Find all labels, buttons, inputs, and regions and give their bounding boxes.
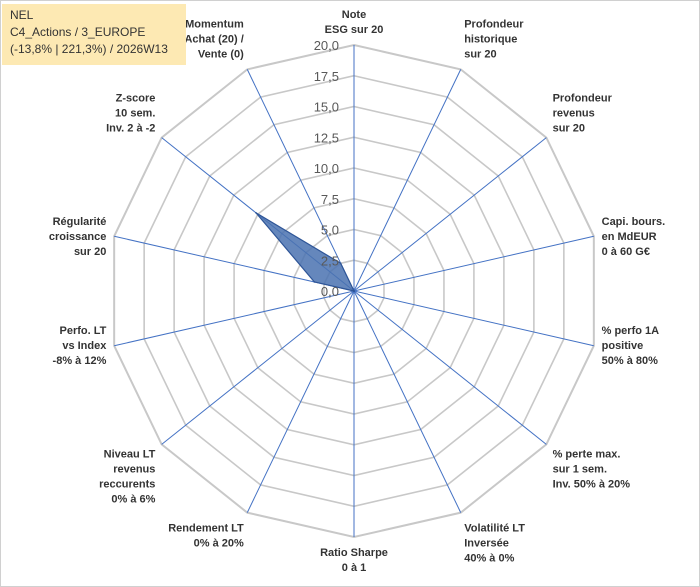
axis-label-line: Profondeur — [553, 93, 613, 105]
axis-label-line: positive — [602, 340, 644, 352]
axis-label-line: ESG sur 20 — [325, 24, 384, 36]
axis-spoke — [114, 290, 355, 347]
axis-label: Perfo. LT vs Index -8% à 12% — [53, 325, 108, 367]
axis-label-line: Volatilité LT — [464, 523, 525, 535]
axis-spoke — [353, 69, 462, 292]
axis-label-line: Niveau LT — [104, 448, 156, 460]
axis-label: Momentum Achat (20) / Vente (0) — [184, 18, 244, 60]
axis-label-line: Ratio Sharpe — [320, 547, 388, 559]
axis-spoke — [161, 290, 355, 445]
radial-tick-labels: 0,0 2,5 5,0 7,5 10,0 12,5 15,0 17,5 20,0 — [314, 38, 339, 299]
axis-label: Profondeur revenus sur 20 — [553, 93, 613, 135]
axis-label: % perte max. sur 1 sem. Inv. 50% à 20% — [553, 448, 631, 490]
axis-label-line: Achat (20) / — [184, 33, 243, 45]
title-line-performance: (-13,8% | 221,3%) / 2026W13 — [10, 42, 168, 56]
tick-label: 12,5 — [314, 130, 339, 145]
tick-label: 0,0 — [321, 284, 339, 299]
axis-label-line: Rendement LT — [168, 523, 244, 535]
axis-label-line: historique — [464, 33, 517, 45]
axis-label-line: sur 20 — [553, 123, 585, 135]
title-line-category: C4_Actions / 3_EUROPE — [10, 25, 146, 39]
axis-labels: Note ESG sur 20 Profondeur historique sur 20… — [49, 9, 665, 574]
tick-label: 17,5 — [314, 69, 339, 84]
axis-label-line: Z-score — [116, 93, 156, 105]
axis-label-line: 50% à 80% — [602, 355, 658, 367]
axis-label-line: Vente (0) — [198, 48, 244, 60]
tick-label: 2,5 — [321, 253, 339, 268]
axis-label: Z-score 10 sem. Inv. 2 à -2 — [106, 93, 155, 135]
data-point — [255, 211, 257, 214]
axis-label-line: Note — [342, 9, 366, 21]
axis-label: % perfo 1A positive 50% à 80% — [602, 325, 660, 367]
axis-label-line: 0% à 20% — [194, 538, 244, 550]
data-point — [339, 262, 342, 265]
tick-label: 7,5 — [321, 192, 339, 207]
axis-spoke — [353, 235, 594, 292]
axis-label: Rendement LT 0% à 20% — [168, 523, 244, 550]
axis-spoke — [246, 290, 355, 513]
data-point — [353, 290, 355, 292]
title-line-ticker: NEL — [10, 8, 34, 22]
axis-label-line: Régularité — [53, 216, 107, 228]
axis-label: Régularité croissance sur 20 — [49, 216, 106, 258]
tick-label: 15,0 — [314, 100, 339, 115]
axis-label-line: -8% à 12% — [53, 355, 107, 367]
axis-label: Note ESG sur 20 — [325, 9, 384, 36]
axis-label-line: % perfo 1A — [602, 325, 660, 337]
axis-label: Ratio Sharpe 0 à 1 — [320, 547, 388, 574]
axis-spoke — [246, 69, 355, 292]
axis-label-line: revenus — [553, 108, 595, 120]
axis-label-line: Inv. 2 à -2 — [106, 123, 155, 135]
axis-label-line: Momentum — [185, 18, 244, 30]
axis-spoke — [353, 290, 594, 347]
axis-label-line: Inversée — [464, 538, 509, 550]
data-point — [313, 281, 316, 283]
axis-label-line: 0 à 60 G€ — [602, 246, 650, 258]
axis-label: Capi. bours. en MdEUR 0 à 60 G€ — [602, 216, 666, 258]
radar-series — [255, 211, 355, 292]
axis-label-line: Inv. 50% à 20% — [553, 478, 631, 490]
chart-title-box: NEL C4_Actions / 3_EUROPE (-13,8% | 221,… — [2, 4, 186, 65]
axis-label-line: revenus — [113, 463, 155, 475]
axis-label: Profondeur historique sur 20 — [464, 18, 524, 60]
axis-label-line: sur 20 — [464, 48, 496, 60]
axis-label-line: Capi. bours. — [602, 216, 666, 228]
axis-label-line: en MdEUR — [602, 231, 657, 243]
axis-label-line: 40% à 0% — [464, 553, 514, 565]
tick-label: 20,0 — [314, 38, 339, 53]
axis-label-line: 0% à 6% — [111, 493, 155, 505]
axis-spoke — [353, 290, 547, 445]
axis-label: Niveau LT revenus reccurents 0% à 6% — [99, 448, 156, 505]
axis-label-line: reccurents — [99, 478, 155, 490]
axis-label-line: sur 1 sem. — [553, 463, 607, 475]
axis-label-line: sur 20 — [74, 246, 106, 258]
tick-label: 10,0 — [314, 161, 339, 176]
series-area — [255, 212, 355, 292]
axis-label-line: 0 à 1 — [342, 562, 366, 574]
tick-label: 5,0 — [321, 223, 339, 238]
axis-label-line: % perte max. — [553, 448, 621, 460]
axis-label-line: 10 sem. — [115, 108, 155, 120]
axis-label: Volatilité LT Inversée 40% à 0% — [464, 523, 525, 565]
axis-label-line: Perfo. LT — [60, 325, 107, 337]
axis-label-line: vs Index — [62, 340, 107, 352]
axis-label-line: croissance — [49, 231, 106, 243]
axis-spoke — [353, 137, 547, 292]
axis-label-line: Profondeur — [464, 18, 524, 30]
axis-spoke — [353, 290, 462, 513]
